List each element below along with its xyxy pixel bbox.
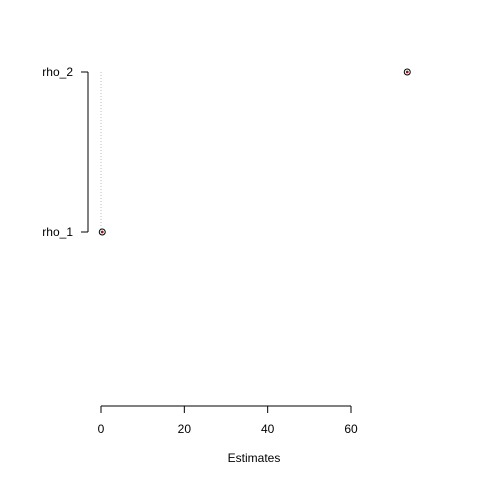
- y-axis: rho_1 rho_2: [42, 65, 89, 239]
- x-tick-label-40: 40: [261, 422, 275, 436]
- y-axis-ticks: [81, 71, 88, 233]
- data-points: [98, 68, 411, 236]
- x-axis: 0 20 40 60: [98, 405, 358, 436]
- point-rho_1: [98, 228, 106, 236]
- y-tick-label-rho_1: rho_1: [42, 225, 73, 239]
- point-core-rho_1: [100, 230, 104, 234]
- x-tick-label-0: 0: [98, 422, 105, 436]
- x-axis-title: Estimates: [228, 451, 281, 465]
- x-axis-ticks: [100, 406, 352, 413]
- x-tick-label-60: 60: [344, 422, 358, 436]
- x-axis-tick-labels: 0 20 40 60: [98, 422, 358, 436]
- point-rho_2: [403, 68, 411, 76]
- point-core-rho_2: [405, 70, 409, 74]
- y-axis-tick-labels: rho_1 rho_2: [42, 65, 73, 239]
- y-tick-label-rho_2: rho_2: [42, 65, 73, 79]
- x-tick-label-20: 20: [178, 422, 192, 436]
